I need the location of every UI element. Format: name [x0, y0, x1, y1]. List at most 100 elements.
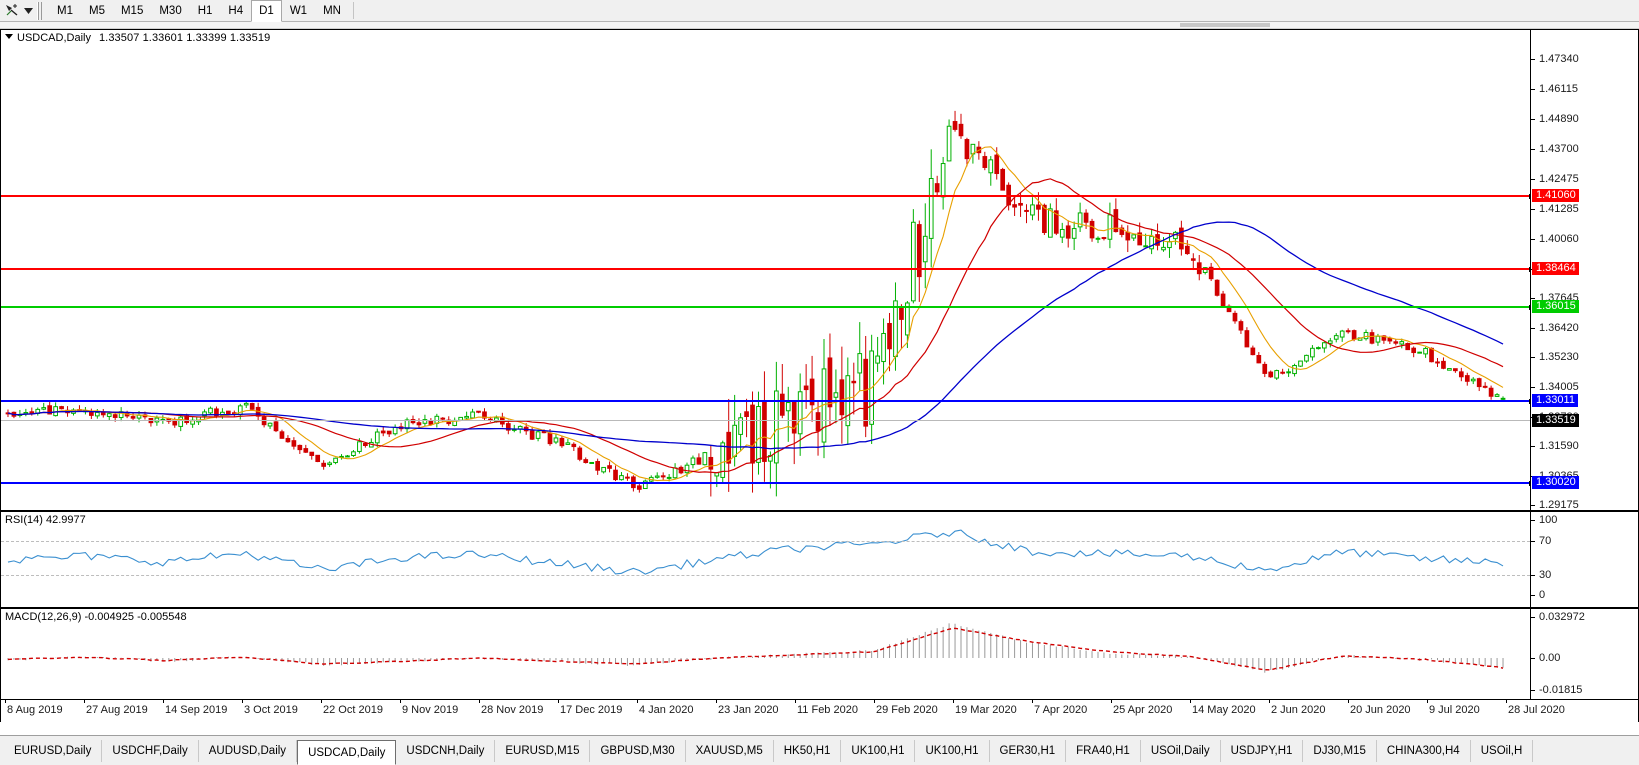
date-tick [874, 700, 875, 703]
resistance-line-141060[interactable] [1, 194, 1530, 199]
timeframe-button-m30[interactable]: M30 [159, 5, 182, 17]
timeframe-button-group: M1 M5 M15 M30 H1 H4 D1 W1 MN [49, 0, 358, 22]
date-tick [1506, 700, 1507, 703]
rsi-tick-label: 0 [1531, 589, 1545, 601]
rsi-y-axis[interactable]: 100 70 30 0 [1530, 512, 1638, 607]
date-axis[interactable]: 8 Aug 2019 27 Aug 2019 14 Sep 2019 3 Oct 20… [0, 700, 1639, 722]
price-y-axis[interactable]: 1.47340 1.46115 1.44890 1.43700 1.42475 1.412… [1530, 30, 1638, 510]
chart-tab-usoil-daily[interactable]: USOil,Daily [1141, 740, 1221, 762]
macd-histogram-series [7, 623, 1504, 673]
chart-tab-uk100-h1[interactable]: UK100,H1 [915, 740, 990, 762]
chart-tab-usdjpy-h1[interactable]: USDJPY,H1 [1221, 740, 1304, 762]
price-tick-label: 1.42475 [1531, 173, 1579, 185]
date-tick-label: 2 Jun 2020 [1271, 704, 1326, 716]
line-handle[interactable] [1529, 399, 1530, 404]
timeframe-button-d1[interactable]: D1 [251, 0, 282, 22]
chart-tab-dj30-m15[interactable]: DJ30,M15 [1303, 740, 1377, 762]
date-tick-label: 23 Jan 2020 [718, 704, 779, 716]
chart-tab-usdcnh-daily[interactable]: USDCNH,Daily [396, 740, 496, 762]
date-tick [84, 700, 85, 703]
dropdown-caret-icon[interactable] [22, 1, 34, 21]
price-level-label-130020[interactable]: 1.30020 [1532, 476, 1579, 489]
price-level-label-136015[interactable]: 1.36015 [1532, 300, 1579, 313]
support-line-130020[interactable] [1, 481, 1530, 486]
rsi-plot[interactable] [1, 512, 1530, 607]
timeframe-button-m5[interactable]: M5 [88, 5, 105, 17]
cursor-crosshair-icon[interactable] [2, 1, 22, 21]
date-tick [953, 700, 954, 703]
chart-tab-hk50-h1[interactable]: HK50,H1 [774, 740, 842, 762]
date-tick [1348, 700, 1349, 703]
chart-tab-china300-h4[interactable]: CHINA300,H4 [1377, 740, 1471, 762]
chart-tab-usoil-h[interactable]: USOil,H [1471, 740, 1534, 762]
timeframe-button-mn[interactable]: MN [323, 5, 341, 17]
timeframe-button-h1[interactable]: H1 [197, 5, 213, 17]
price-level-label-133519[interactable]: 1.33519 [1532, 414, 1579, 427]
chart-tab-fra40-h1[interactable]: FRA40,H1 [1066, 740, 1141, 762]
pivot-line-136015[interactable] [1, 305, 1530, 310]
line-handle[interactable] [1529, 481, 1530, 486]
rsi-tick-label: 100 [1531, 514, 1557, 526]
chart-horizontal-scrollbar[interactable] [0, 22, 1639, 29]
support-line-133011[interactable] [1, 399, 1530, 404]
rsi-tick-label: 30 [1531, 569, 1551, 581]
price-level-label-141060[interactable]: 1.41060 [1532, 189, 1579, 202]
price-pane: USDCAD,Daily 1.33507 1.33601 1.33399 1.33… [0, 29, 1639, 511]
timeframe-button-w1[interactable]: W1 [289, 5, 308, 17]
date-tick-label: 11 Feb 2020 [797, 704, 858, 716]
scrollbar-thumb[interactable] [1180, 23, 1270, 27]
date-tick [558, 700, 559, 703]
price-tick-label: 1.44890 [1531, 113, 1579, 125]
line-handle[interactable] [1529, 194, 1530, 199]
date-tick-label: 14 Sep 2019 [165, 704, 228, 716]
price-tick-label: 1.47340 [1531, 53, 1579, 65]
symbol-caret-icon[interactable] [5, 34, 13, 39]
price-tick-label: 1.36420 [1531, 322, 1579, 334]
price-pane-title: USDCAD,Daily 1.33507 1.33601 1.33399 1.33… [5, 32, 270, 44]
price-plot[interactable] [1, 30, 1530, 510]
date-tick [1032, 700, 1033, 703]
date-tick [795, 700, 796, 703]
chart-area: USDCAD,Daily 1.33507 1.33601 1.33399 1.33… [0, 22, 1639, 735]
line-handle[interactable] [1529, 305, 1530, 310]
line-handle[interactable] [1529, 267, 1530, 272]
chart-tab-eurusd-daily[interactable]: EURUSD,Daily [4, 740, 103, 762]
price-tick-label: 1.29175 [1531, 499, 1579, 510]
date-tick-label: 4 Jan 2020 [639, 704, 694, 716]
price-tick-label: 1.34005 [1531, 381, 1579, 393]
chart-tab-eurusd-m15[interactable]: EURUSD,M15 [495, 740, 591, 762]
chart-tab-gbpusd-m30[interactable]: GBPUSD,M30 [590, 740, 686, 762]
date-tick-label: 20 Jun 2020 [1350, 704, 1411, 716]
toolbar-grip-handle[interactable] [37, 2, 44, 20]
rsi-line-series [7, 529, 1504, 575]
rsi-pane: RSI(14) 42.9977 100 70 30 0 [0, 511, 1639, 608]
timeframe-button-m15[interactable]: M15 [120, 5, 144, 17]
price-tick-label: 1.35230 [1531, 351, 1579, 363]
macd-pane: MACD(12,26,9) -0.004925 -0.005548 0.0329… [0, 608, 1639, 700]
timeframe-button-m1[interactable]: M1 [57, 5, 73, 17]
macd-plot[interactable] [1, 609, 1530, 699]
chart-tab-uk100-h1[interactable]: UK100,H1 [841, 740, 916, 762]
date-tick-label: 14 May 2020 [1192, 704, 1256, 716]
chart-tab-audusd-daily[interactable]: AUDUSD,Daily [199, 740, 298, 762]
chart-tab-ger30-h1[interactable]: GER30,H1 [990, 740, 1067, 762]
timeframe-button-h4[interactable]: H4 [228, 5, 244, 17]
toolbar-separator [352, 2, 354, 19]
rsi-pane-title: RSI(14) 42.9977 [5, 514, 86, 526]
date-tick-label: 9 Jul 2020 [1429, 704, 1480, 716]
chart-tab-usdcad-daily[interactable]: USDCAD,Daily [297, 740, 397, 765]
resistance-line-138464[interactable] [1, 267, 1530, 272]
date-tick [163, 700, 164, 703]
chart-tab-usdchf-daily[interactable]: USDCHF,Daily [102, 740, 199, 762]
date-tick [479, 700, 480, 703]
price-level-label-133011[interactable]: 1.33011 [1532, 394, 1578, 407]
candlestick-series [5, 110, 1506, 497]
price-tick-label: 1.40060 [1531, 233, 1579, 245]
macd-pane-title: MACD(12,26,9) -0.004925 -0.005548 [5, 611, 187, 623]
macd-y-axis[interactable]: 0.032972 0.00 -0.01815 [1530, 609, 1638, 699]
price-level-label-138464[interactable]: 1.38464 [1532, 262, 1579, 275]
last-price-line [1, 420, 1530, 421]
chart-tab-xauusd-m5[interactable]: XAUUSD,M5 [686, 740, 774, 762]
date-tick-label: 8 Aug 2019 [7, 704, 63, 716]
